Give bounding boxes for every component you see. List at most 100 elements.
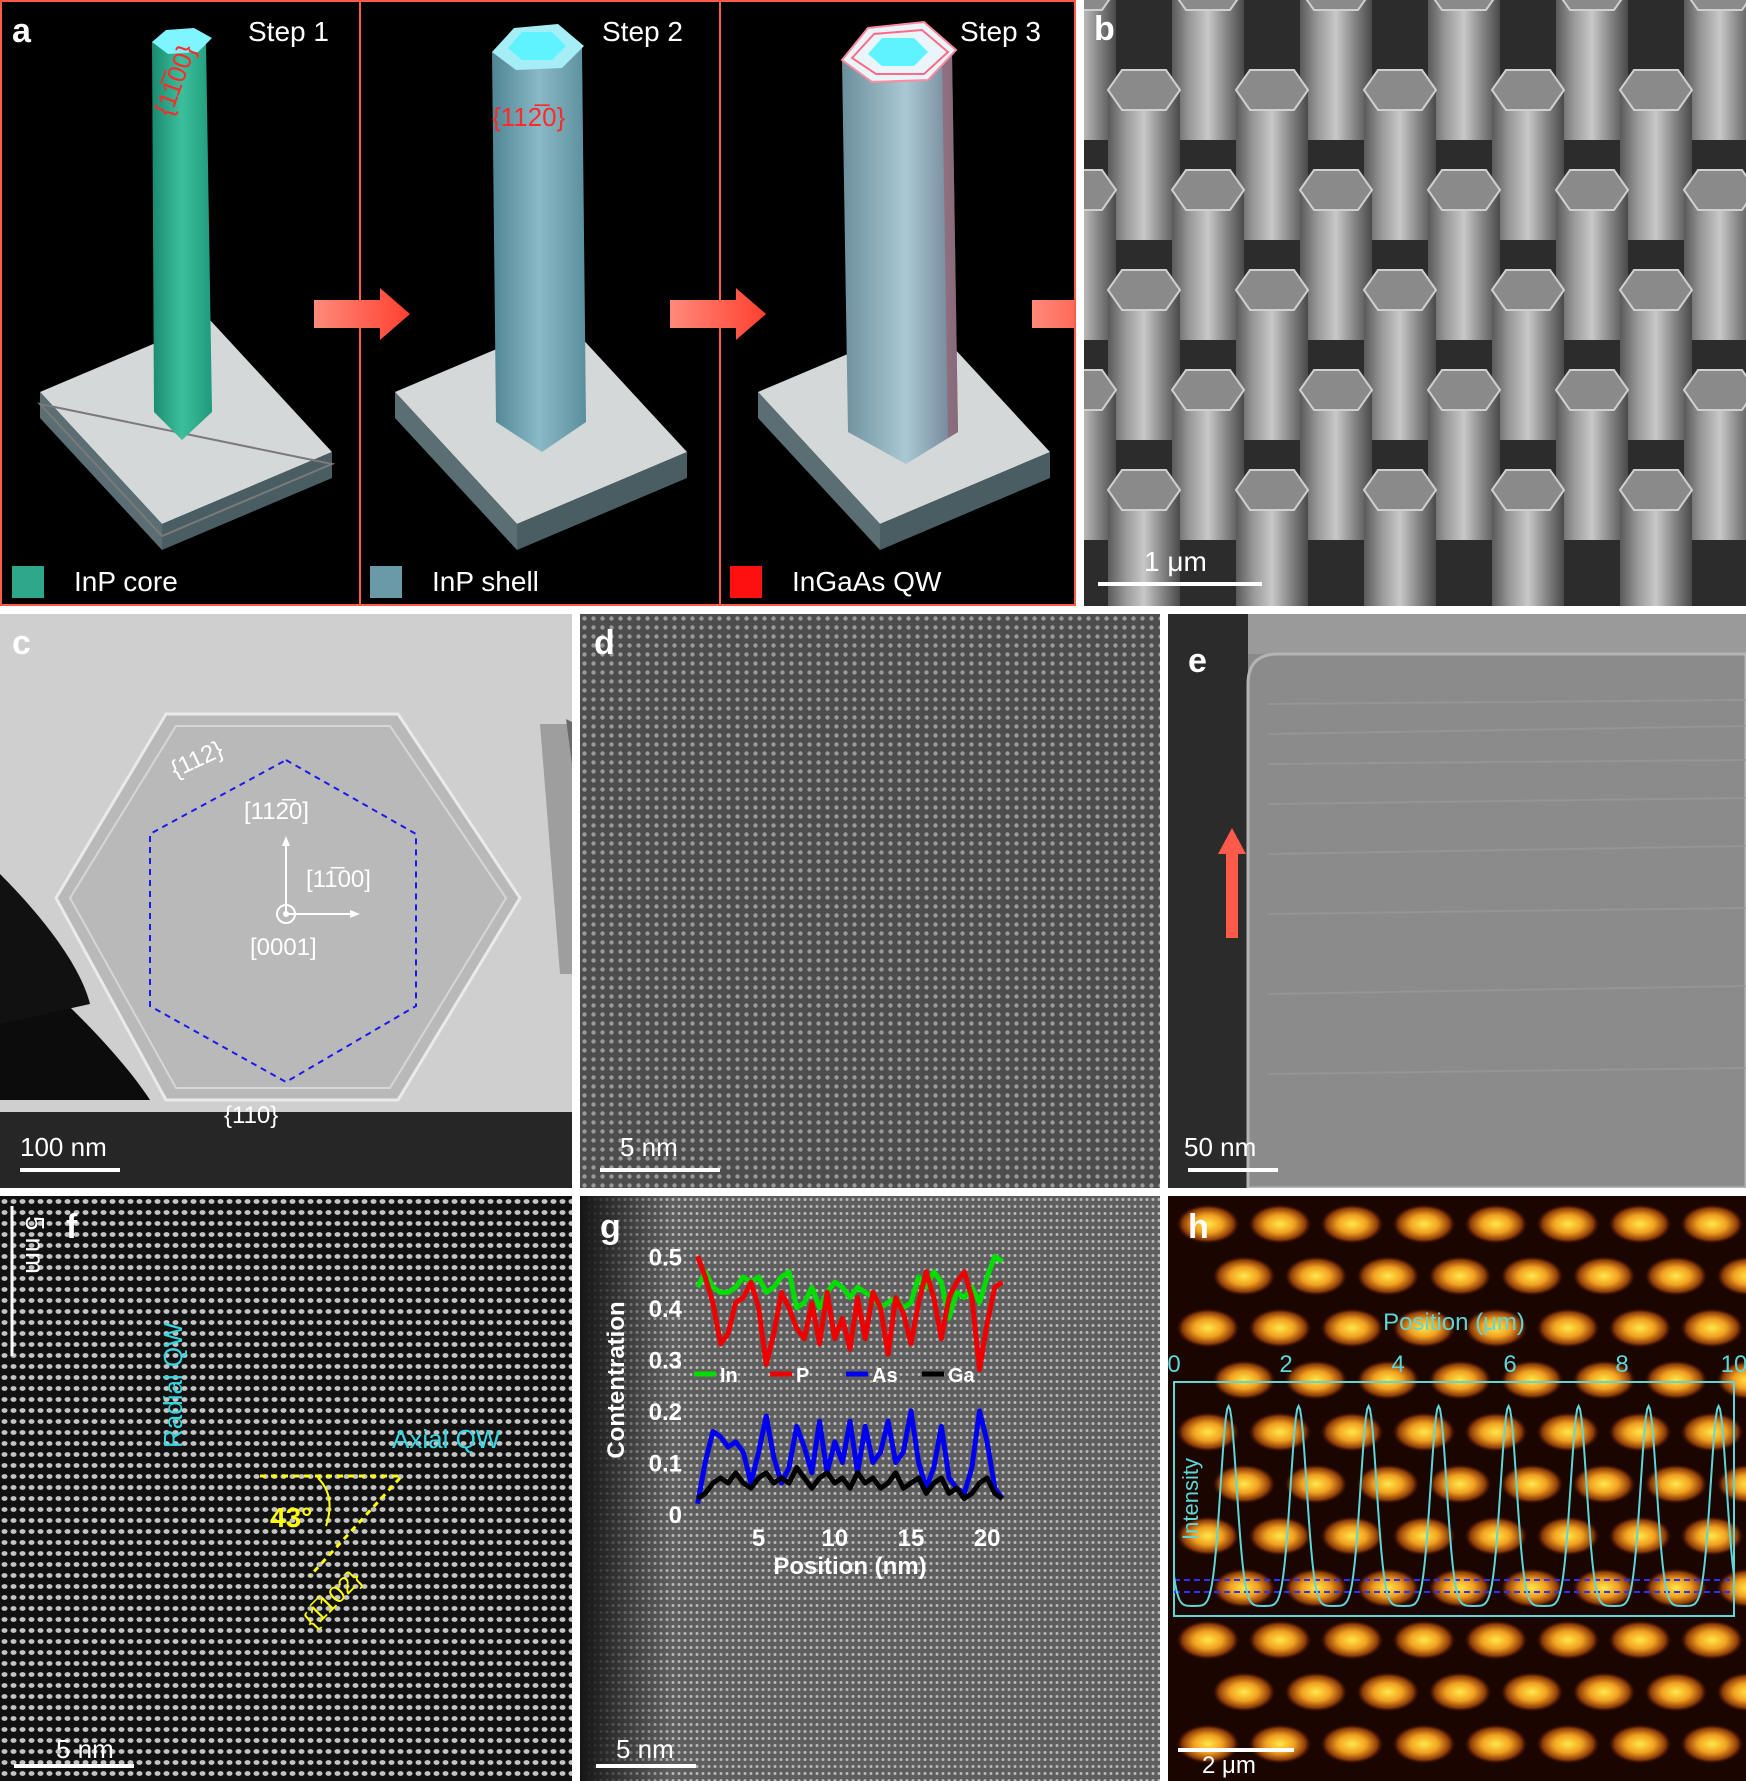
pl-emission-spot xyxy=(1644,1672,1708,1712)
pl-emission-spot xyxy=(1644,1360,1708,1400)
angle-label: 43° xyxy=(270,1502,313,1533)
pl-emission-spot xyxy=(1608,1724,1672,1764)
pl-emission-spot xyxy=(1356,1360,1420,1400)
pl-emission-spot xyxy=(1284,1256,1348,1296)
x-tick-label: 10 xyxy=(821,1525,848,1552)
pillar-top xyxy=(1234,69,1310,111)
pillar-body xyxy=(1364,490,1436,606)
pillar-body xyxy=(1108,490,1180,606)
pillar-top xyxy=(1106,469,1182,511)
radial-qw-label: Radial QW xyxy=(158,1322,188,1448)
pl-emission-spot xyxy=(1572,1256,1636,1296)
pl-emission-spot xyxy=(1176,1724,1240,1764)
hrtem-lattice xyxy=(580,614,1160,1188)
pl-emission-spot xyxy=(1464,1308,1528,1348)
pl-emission-spot xyxy=(1500,1256,1564,1296)
series-as-line xyxy=(695,1408,1005,1505)
pl-emission-spot xyxy=(1680,1724,1744,1764)
scalebar-h-text: 2 μm xyxy=(1202,1752,1256,1779)
pl-emission-spot xyxy=(1536,1620,1600,1660)
legend-label-in: In xyxy=(720,1365,738,1387)
step-2-label: Step 2 xyxy=(602,16,683,47)
h-x-tick-label: 8 xyxy=(1615,1351,1628,1378)
pl-emission-spot xyxy=(1176,1516,1240,1556)
pl-emission-spot xyxy=(1320,1204,1384,1244)
pillar-body xyxy=(1492,90,1564,240)
pl-emission-spot xyxy=(1608,1620,1672,1660)
y-tick-label: 0.3 xyxy=(649,1347,682,1374)
sem-nanowire-array xyxy=(1084,0,1746,606)
pillar-top xyxy=(1618,269,1694,311)
pl-emission-spot xyxy=(1212,1464,1276,1504)
pl-emission-spot xyxy=(1356,1672,1420,1712)
panel-g-label: g xyxy=(600,1208,621,1246)
pillar-body xyxy=(1492,490,1564,606)
panel-c: c {112} [112̅0] [11̅00] [0001] {110} 100… xyxy=(0,614,572,1188)
arrow-1 xyxy=(314,288,410,340)
pl-emission-spot xyxy=(1572,1360,1636,1400)
h-x-tick-label: 2 xyxy=(1279,1351,1292,1378)
pl-emission-spot xyxy=(1284,1464,1348,1504)
panel-e: e 50 nm xyxy=(1168,614,1746,1188)
pillar-top xyxy=(1084,369,1118,411)
pillar-body xyxy=(1172,390,1244,540)
pillar-top xyxy=(1561,0,1623,11)
pl-emission-spot xyxy=(1212,1672,1276,1712)
pillar-top xyxy=(1426,369,1502,411)
series-in-line xyxy=(695,1253,1004,1321)
inp-core xyxy=(152,28,212,440)
pillar-top xyxy=(1084,0,1111,11)
dir-11-20: [112̅0] xyxy=(244,798,309,825)
pl-emission-spot xyxy=(1680,1516,1744,1556)
pillar-top xyxy=(1305,0,1367,11)
pillar-body xyxy=(1428,0,1500,140)
legend-qw: InGaAs QW xyxy=(730,566,941,598)
pl-emission-spot xyxy=(1176,1620,1240,1660)
pillar-top xyxy=(1106,269,1182,311)
legend-core-swatch xyxy=(12,566,44,598)
scalebar-d xyxy=(600,1168,720,1172)
step-3-label: Step 3 xyxy=(960,16,1041,47)
scalebar-c-text: 100 nm xyxy=(20,1132,107,1162)
h-x-tick-label: 10 xyxy=(1721,1351,1746,1378)
panel-a: a Step 1 Step 2 Step 3 {11̅00} {112̅0} I… xyxy=(0,0,1076,606)
pillar-top xyxy=(1362,469,1438,511)
dir-0001: [0001] xyxy=(250,934,317,961)
pl-emission-spot xyxy=(1392,1516,1456,1556)
pillar-body xyxy=(1620,490,1692,606)
y-tick-label: 0.1 xyxy=(649,1450,682,1477)
pl-map: 0 2 4 6 8 10 Position (μm) Intensity xyxy=(1168,1196,1746,1781)
pillar-top xyxy=(1170,369,1246,411)
scalebar-b-text: 1 μm xyxy=(1144,546,1207,577)
y-tick-label: 0.5 xyxy=(649,1244,682,1271)
legend-core: InP core xyxy=(12,566,178,598)
panel-g: 0 0.1 0.2 0.3 0.4 0.5 5 10 15 20 Position (nm) Cont… xyxy=(580,1196,1160,1781)
pl-emission-spot xyxy=(1608,1516,1672,1556)
scalebar-e-text: 50 nm xyxy=(1184,1132,1257,1162)
pl-emission-spot xyxy=(1320,1724,1384,1764)
pillar-body xyxy=(1364,290,1436,440)
pillar-top xyxy=(1618,469,1694,511)
pl-emission-spot xyxy=(1392,1204,1456,1244)
pillar-top xyxy=(1682,369,1746,411)
panel-d: d 5 nm xyxy=(580,614,1160,1188)
pillar-body xyxy=(1300,190,1372,340)
pl-emission-spot xyxy=(1212,1568,1276,1608)
pl-emission-spot xyxy=(1392,1308,1456,1348)
legend-label-as: As xyxy=(872,1365,898,1387)
pl-emission-spot xyxy=(1464,1516,1528,1556)
pl-emission-spot xyxy=(1536,1308,1600,1348)
pillar-top xyxy=(1682,169,1746,211)
pl-emission-spot xyxy=(1356,1568,1420,1608)
pillar-top xyxy=(1433,0,1495,11)
pillar-body xyxy=(1556,190,1628,340)
arrow-2 xyxy=(670,288,766,340)
pl-emission-spot xyxy=(1248,1308,1312,1348)
scalebar-f-vertical-text: 5 nm xyxy=(20,1216,50,1274)
eds-concentration-chart: 0 0.1 0.2 0.3 0.4 0.5 5 10 15 20 Position (nm) Cont… xyxy=(580,1196,1160,1781)
pillar-top xyxy=(1298,169,1374,211)
panel-b: b 1 μm xyxy=(1084,0,1746,606)
pl-emission-spot xyxy=(1212,1256,1276,1296)
pl-emission-spot xyxy=(1716,1464,1746,1504)
pl-emission-spot xyxy=(1356,1256,1420,1296)
